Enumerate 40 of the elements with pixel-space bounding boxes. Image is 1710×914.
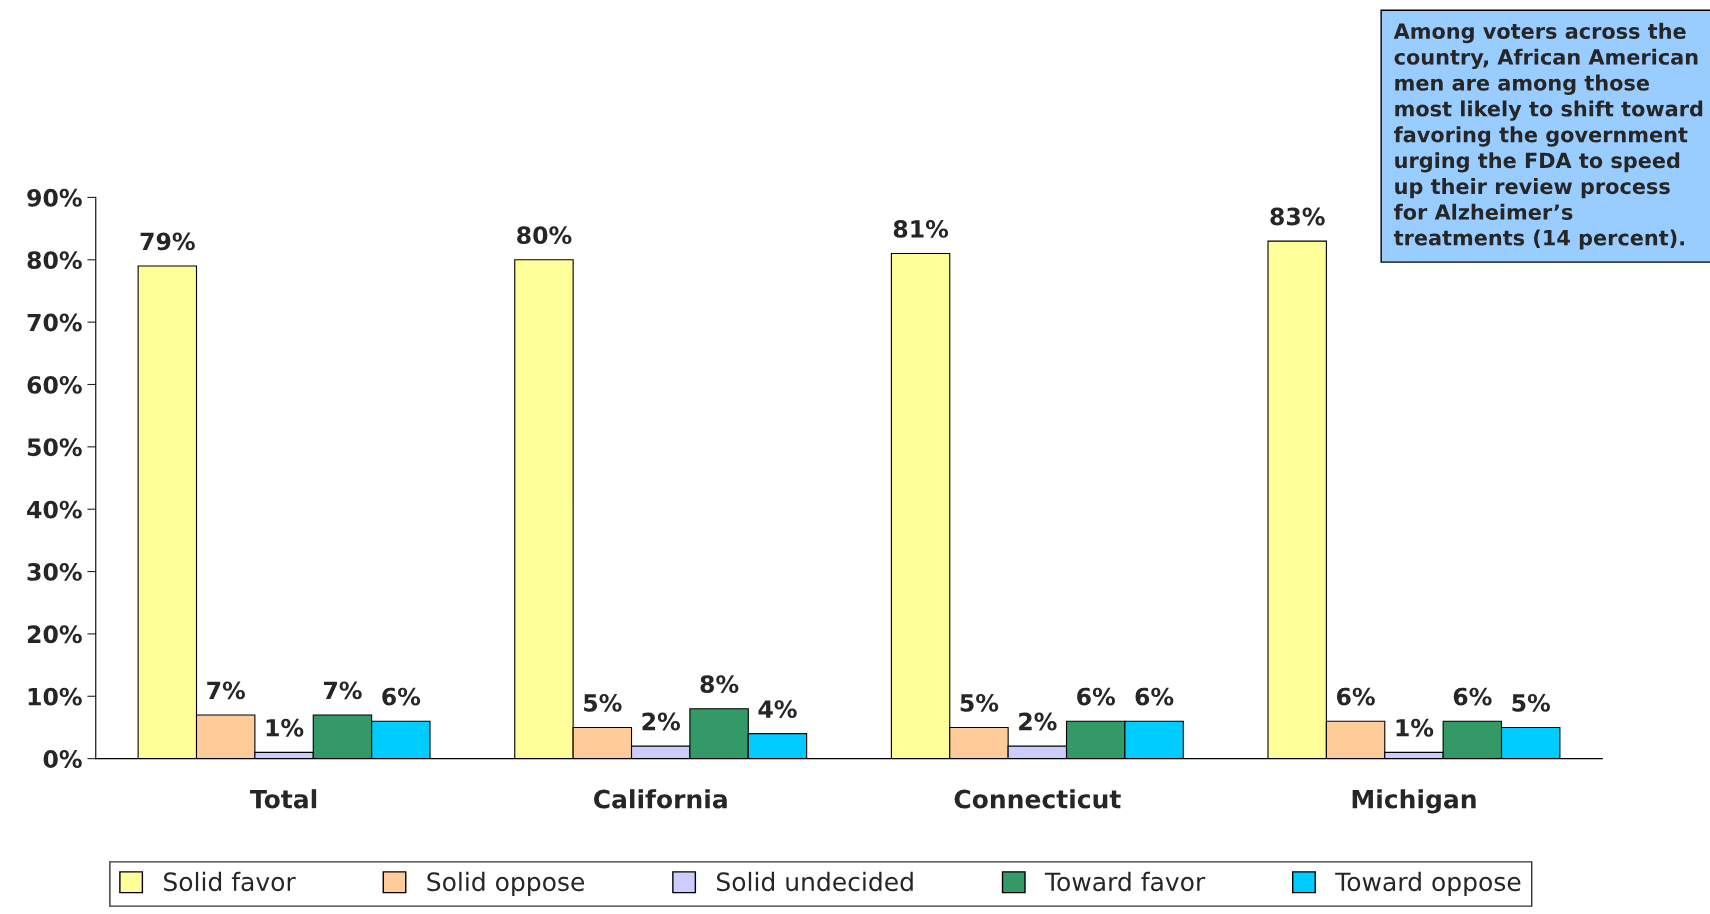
data-label: 5%	[1512, 693, 1550, 712]
x-tick-label: Connecticut	[954, 789, 1121, 809]
y-tick-label: 50%	[27, 438, 82, 457]
x-tick-label: Michigan	[1352, 789, 1476, 814]
text: Among voters across the country, African American men are among those most likely to shift toward favoring the government urging the FDA to speed up their review process for Alzheimer’s treatments (14 percent).	[1393, 22, 1703, 250]
data-label: 1%	[1396, 718, 1434, 737]
y-tick-label: 10%	[28, 687, 82, 706]
legend-label: Toward oppose	[1335, 871, 1521, 897]
legend-label: Solid oppose	[427, 871, 585, 897]
data-label: 83%	[1270, 207, 1325, 226]
data-label: 81%	[893, 220, 949, 238]
legend-label: Solid favor	[164, 871, 296, 892]
data-label: 6%	[1337, 687, 1375, 706]
data-label: 6%	[382, 687, 421, 706]
data-label: 5%	[960, 693, 999, 712]
y-tick-label: 40%	[27, 500, 82, 519]
data-label: 7%	[207, 681, 245, 700]
data-label: 6%	[1453, 687, 1492, 706]
data-label: 2%	[1019, 712, 1057, 731]
y-tick-label: 90%	[27, 188, 82, 207]
x-tick-label: Total	[250, 789, 317, 809]
data-label: 8%	[700, 675, 739, 694]
data-label: 80%	[517, 226, 572, 245]
y-tick-label: 30%	[27, 563, 82, 581]
y-tick-label: 60%	[27, 375, 82, 394]
legend-label: Solid undecided	[717, 871, 913, 892]
y-tick-label: 20%	[27, 625, 82, 644]
y-tick-label: 80%	[27, 251, 82, 270]
y-tick-label: 0%	[43, 750, 82, 768]
data-label: 79%	[140, 232, 195, 251]
data-label: 7%	[323, 681, 362, 700]
y-tick-label: 70%	[27, 313, 82, 332]
data-label: 4%	[758, 700, 797, 718]
data-label: 2%	[642, 712, 680, 731]
data-label: 1%	[266, 718, 304, 737]
data-label: 6%	[1077, 687, 1115, 706]
data-label: 6%	[1135, 687, 1174, 706]
legend-label: Toward favor	[1044, 871, 1206, 892]
data-label: 5%	[584, 693, 622, 712]
x-tick-label: California	[593, 789, 727, 809]
